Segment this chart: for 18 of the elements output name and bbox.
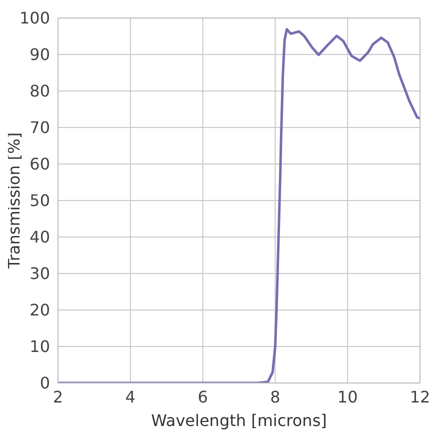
y-tick-label: 80 <box>30 82 50 101</box>
x-tick-label: 4 <box>125 387 136 406</box>
y-tick-label: 70 <box>30 118 50 138</box>
x-tick-label: 8 <box>270 387 280 406</box>
y-tick-label: 0 <box>40 374 50 393</box>
y-tick-label: 90 <box>30 45 50 64</box>
x-tick-label: 2 <box>52 387 64 406</box>
y-tick-label: 20 <box>30 300 50 320</box>
x-axis-title: Wavelength [microns] <box>151 411 327 430</box>
y-tick-label: 100 <box>19 8 50 28</box>
y-tick-label: 50 <box>30 191 50 210</box>
y-tick-label: 60 <box>30 154 50 174</box>
x-tick-label: 6 <box>198 387 208 406</box>
y-tick-label: 30 <box>30 264 50 284</box>
x-tick-label: 12 <box>410 387 430 406</box>
y-tick-label: 10 <box>30 337 50 356</box>
x-tick-label: 10 <box>337 387 358 406</box>
y-tick-label: 40 <box>30 228 50 247</box>
